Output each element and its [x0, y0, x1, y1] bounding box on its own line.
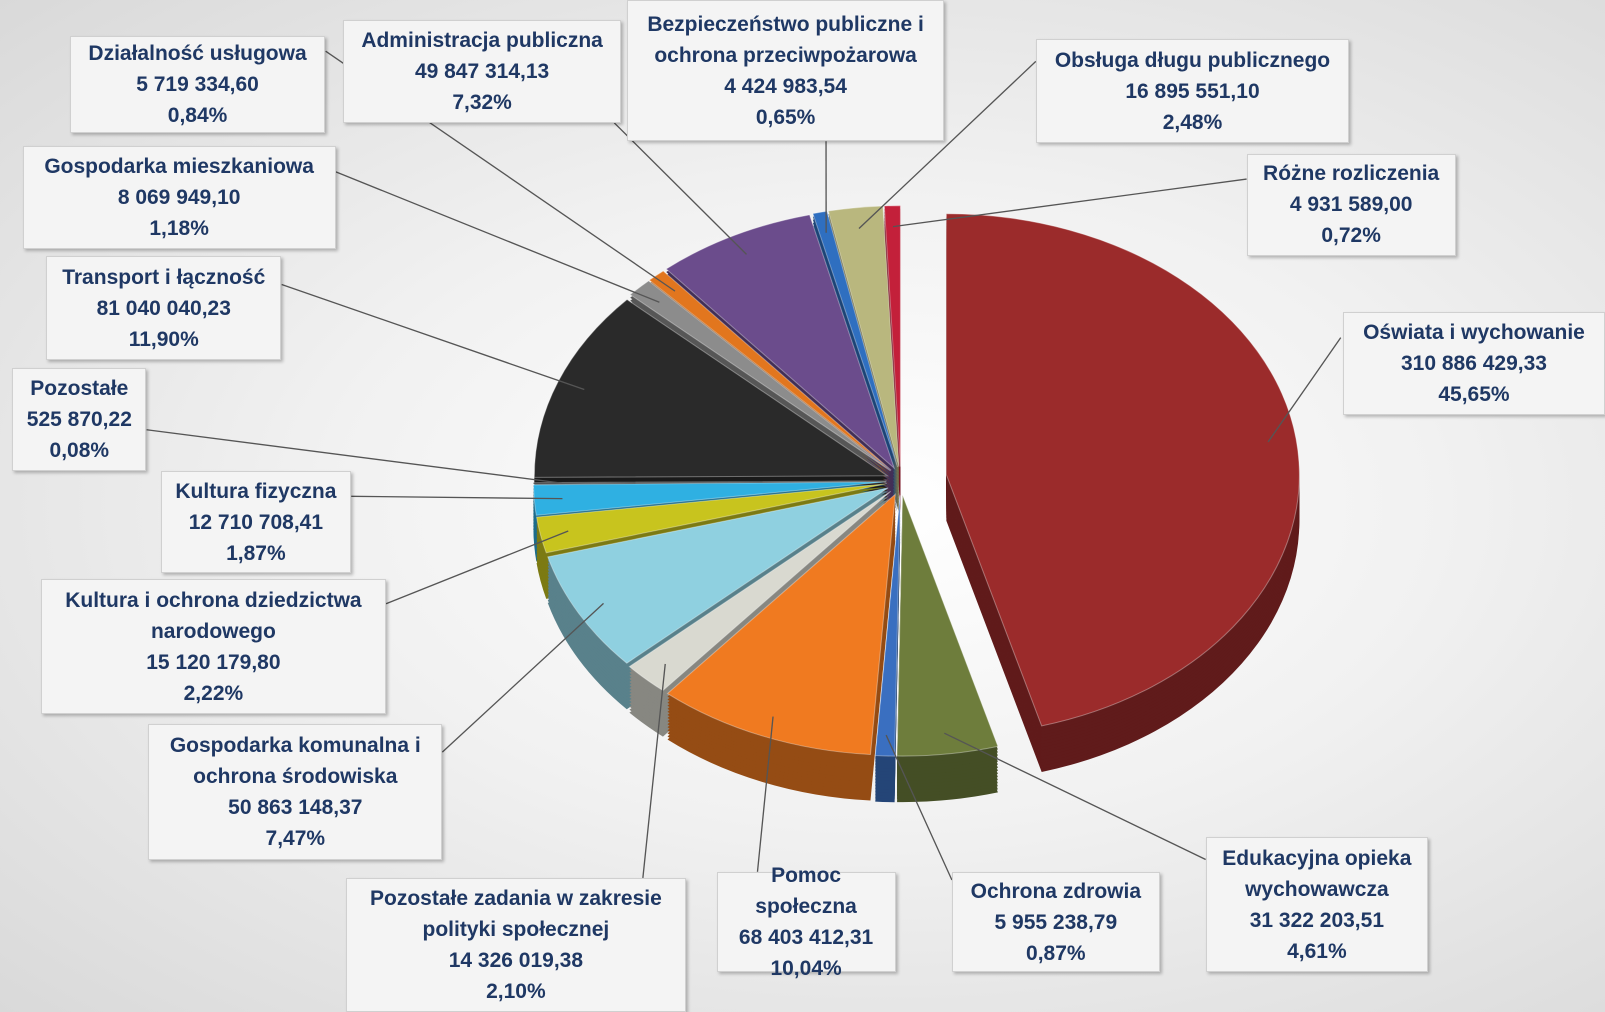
percentage-label: 1,87%: [226, 541, 286, 565]
pie-slice: [648, 270, 892, 471]
category-label: Oświata i wychowanie: [1363, 320, 1585, 344]
category-label: Działalność usługowa: [88, 41, 307, 65]
category-label: Kultura fizyczna: [175, 479, 337, 503]
data-label: Edukacyjna opieka wychowawcza 31 322 203,…: [1205, 837, 1428, 973]
value-label: 14 326 019,38: [448, 949, 584, 973]
pie-slice: [665, 214, 896, 470]
category-label: Pomoc społeczna: [755, 864, 857, 919]
leader-line: [335, 171, 660, 303]
value-label: 49 847 314,13: [414, 60, 550, 84]
percentage-label: 0,08%: [49, 439, 110, 463]
value-label: 12 710 708,41: [188, 510, 324, 534]
value-label: 16 895 551,10: [1125, 79, 1260, 103]
pie-slice: [533, 298, 890, 478]
category-label: Edukacyjna opieka wychowawcza: [1222, 846, 1412, 901]
percentage-label: 11,90%: [128, 327, 199, 351]
leader-line: [892, 178, 1247, 228]
pie-slice: [812, 210, 899, 468]
category-label: Pozostałe: [30, 377, 129, 401]
value-label: 15 120 179,80: [146, 650, 281, 674]
data-label: Transport i łączność 81 040 040,23 11,90%: [46, 255, 282, 361]
pie-slice: [666, 492, 896, 756]
value-label: 525 870,22: [26, 408, 132, 432]
percentage-label: 7,47%: [265, 826, 326, 850]
leader-line: [146, 429, 562, 484]
percentage-label: 2,10%: [486, 980, 546, 1004]
pie-slice: [532, 481, 887, 516]
value-label: 31 322 203,51: [1249, 908, 1384, 932]
data-label: Bezpieczeństwo publiczne i ochrona przec…: [627, 0, 944, 142]
category-label: Gospodarka mieszkaniowa: [44, 155, 314, 179]
data-label: Różne rozliczenia 4 931 589,00 0,72%: [1246, 153, 1456, 256]
leader-line: [281, 283, 585, 391]
slice-side: [536, 486, 887, 556]
data-label: Obsługa długu publicznego 16 895 551,10 2,…: [1035, 38, 1350, 144]
leader-line: [756, 716, 774, 872]
data-label: Pozostałe 525 870,22 0,08%: [12, 368, 147, 471]
data-label: Kultura i ochrona dziedzictwa narodowego…: [40, 579, 386, 715]
data-label: Pomoc społeczna 68 403 412,31 10,04%: [716, 864, 896, 980]
percentage-label: 10,04%: [770, 957, 842, 981]
leader-line: [885, 734, 953, 881]
percentage-label: 0,87%: [1026, 941, 1086, 965]
data-label: Kultura fizyczna 12 710 708,41 1,87%: [160, 470, 352, 574]
percentage-label: 0,65%: [755, 105, 816, 129]
value-label: 50 863 148,37: [228, 795, 363, 819]
leader-line: [385, 530, 569, 605]
pie-slice: [883, 205, 901, 467]
slice-side: [812, 217, 898, 474]
category-label: Kultura i ochrona dziedzictwa narodowego: [65, 588, 362, 643]
percentage-label: 0,72%: [1321, 224, 1381, 248]
pie-slice: [874, 495, 901, 757]
data-label: Gospodarka mieszkaniowa 8 069 949,10 1,18%: [22, 146, 336, 249]
data-label: Działalność usługowa 5 719 334,60 0,84%: [69, 35, 326, 134]
value-label: 5 955 238,79: [994, 910, 1118, 934]
data-label: Gospodarka komunalna i ochrona środowisk…: [148, 723, 443, 860]
percentage-label: 2,22%: [183, 681, 244, 705]
pie-slice: [535, 483, 887, 554]
data-label: Pozostałe zadania w zakresie polityki sp…: [345, 878, 686, 1012]
category-label: Bezpieczeństwo publiczne i ochrona przec…: [647, 12, 924, 67]
percentage-label: 1,18%: [149, 217, 209, 241]
category-label: Ochrona zdrowia: [970, 879, 1141, 903]
category-label: Gospodarka komunalna i ochrona środowisk…: [169, 733, 421, 788]
percentage-label: 2,48%: [1162, 110, 1223, 134]
value-label: 81 040 040,23: [96, 296, 231, 320]
leader-line: [441, 602, 604, 753]
category-label: Obsługa długu publicznego: [1054, 48, 1331, 72]
pie-slice: [629, 280, 891, 472]
category-label: Administracja publiczna: [361, 29, 603, 53]
value-label: 8 069 949,10: [117, 186, 241, 210]
leader-line: [642, 663, 666, 879]
value-label: 68 403 412,31: [738, 926, 874, 950]
leader-line: [613, 122, 747, 255]
data-label: Oświata i wychowanie 310 886 429,33 45,65%: [1342, 312, 1605, 415]
value-label: 5 719 334,60: [136, 72, 259, 96]
pie-slice: [945, 213, 1300, 727]
value-label: 4 931 589,00: [1289, 193, 1413, 217]
leader-line: [944, 732, 1206, 861]
data-label: Ochrona zdrowia 5 955 238,79 0,87%: [951, 872, 1160, 973]
percentage-label: 7,32%: [452, 91, 512, 115]
percentage-label: 4,61%: [1287, 939, 1347, 963]
category-label: Transport i łączność: [62, 265, 266, 289]
slice-side: [812, 220, 898, 477]
percentage-label: 45,65%: [1438, 382, 1510, 406]
data-label: Administracja publiczna 49 847 314,13 7,32…: [342, 20, 622, 123]
leader-line: [351, 495, 563, 500]
pie-slice: [532, 480, 887, 485]
slice-side: [812, 214, 898, 471]
percentage-label: 0,84%: [167, 103, 228, 127]
leader-line: [1267, 337, 1342, 443]
pie-slice: [547, 487, 889, 664]
category-label: Pozostałe zadania w zakresie polityki sp…: [369, 887, 662, 942]
value-label: 310 886 429,33: [1400, 351, 1547, 375]
category-label: Różne rozliczenia: [1263, 162, 1440, 186]
leader-line: [858, 60, 1037, 229]
pie-slice: [896, 494, 999, 757]
value-label: 4 424 983,54: [724, 74, 847, 98]
